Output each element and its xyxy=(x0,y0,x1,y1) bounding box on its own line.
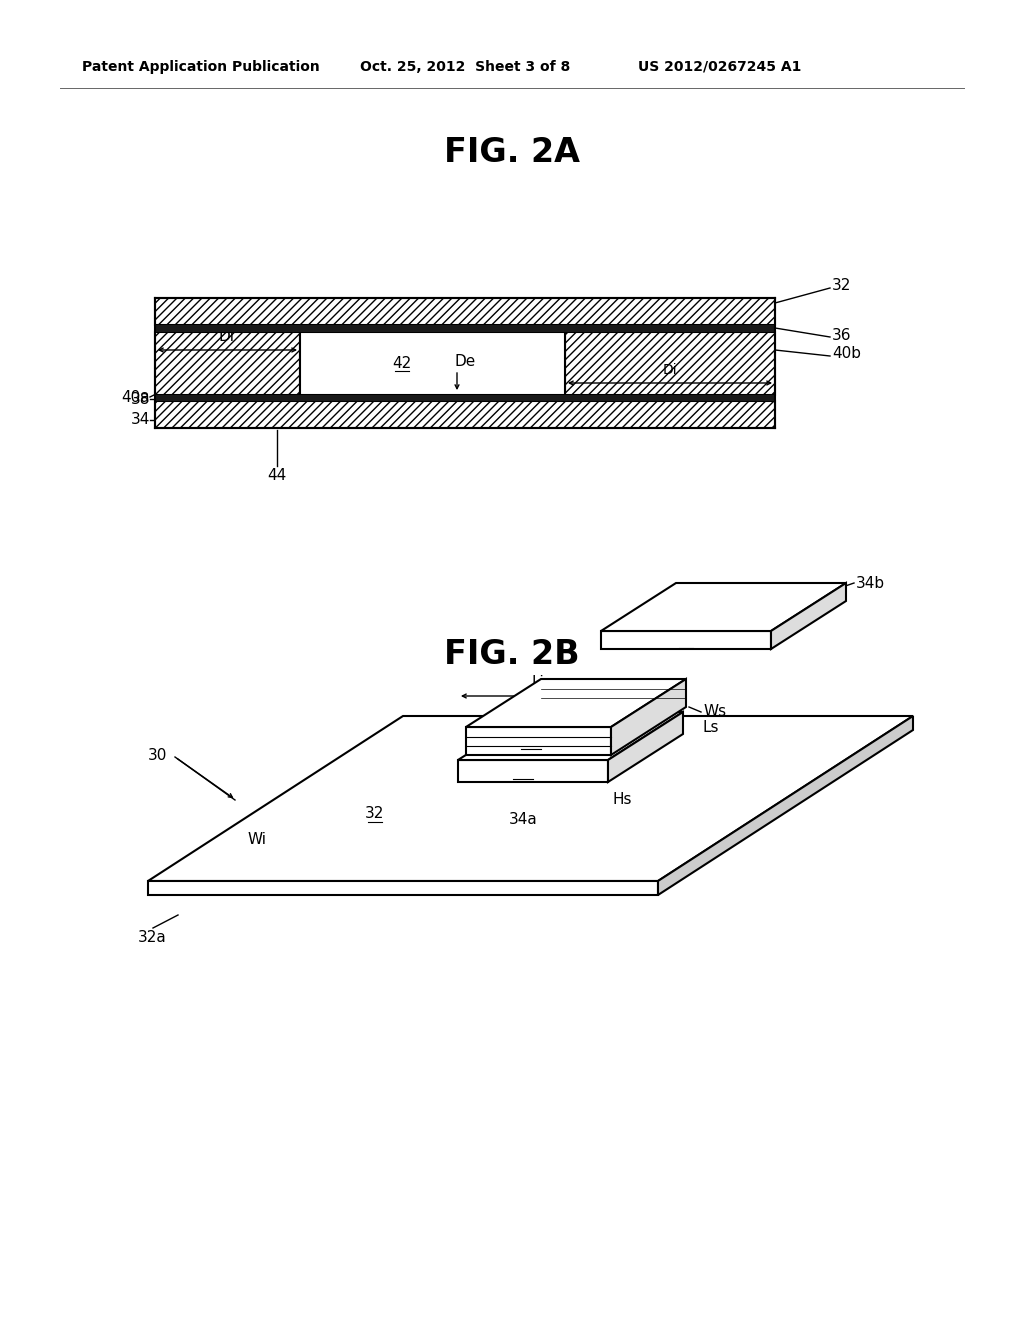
Bar xyxy=(300,333,565,395)
Bar xyxy=(155,333,300,395)
Text: Wi: Wi xyxy=(248,833,267,847)
Text: 34: 34 xyxy=(131,412,150,428)
Bar xyxy=(155,298,775,325)
Text: 40a: 40a xyxy=(122,389,150,404)
Text: Oct. 25, 2012  Sheet 3 of 8: Oct. 25, 2012 Sheet 3 of 8 xyxy=(360,59,570,74)
Text: Ls: Ls xyxy=(703,721,720,735)
Text: 32: 32 xyxy=(831,279,851,293)
Text: 44: 44 xyxy=(267,469,287,483)
Bar xyxy=(155,401,775,428)
Text: Hs: Hs xyxy=(613,792,633,807)
Polygon shape xyxy=(608,711,683,781)
Text: 36: 36 xyxy=(831,327,852,342)
Text: 40a: 40a xyxy=(509,763,538,779)
Text: 32b: 32b xyxy=(594,689,623,704)
Text: FIG. 2A: FIG. 2A xyxy=(444,136,580,169)
Text: 34a: 34a xyxy=(509,812,538,828)
Text: Li: Li xyxy=(531,675,545,690)
Text: 40b: 40b xyxy=(831,346,861,362)
Bar xyxy=(155,395,775,401)
Polygon shape xyxy=(458,711,683,760)
Bar xyxy=(565,333,775,395)
Text: De: De xyxy=(454,354,475,368)
Text: 32: 32 xyxy=(366,807,385,821)
Text: 34: 34 xyxy=(676,632,695,648)
Text: 32a: 32a xyxy=(138,931,167,945)
Text: 40b: 40b xyxy=(516,734,546,748)
Text: 34b: 34b xyxy=(856,576,885,590)
Polygon shape xyxy=(148,715,913,880)
Text: 30: 30 xyxy=(148,748,167,763)
Text: 42: 42 xyxy=(392,355,412,371)
Polygon shape xyxy=(771,583,846,649)
Text: Ws: Ws xyxy=(703,705,726,719)
Text: 38: 38 xyxy=(131,392,150,407)
Polygon shape xyxy=(466,678,686,727)
Text: FIG. 2B: FIG. 2B xyxy=(444,639,580,672)
Polygon shape xyxy=(611,678,686,755)
Polygon shape xyxy=(466,727,611,755)
Polygon shape xyxy=(658,715,913,895)
Polygon shape xyxy=(458,760,608,781)
Polygon shape xyxy=(601,631,771,649)
Text: Patent Application Publication: Patent Application Publication xyxy=(82,59,319,74)
Text: Di: Di xyxy=(219,329,234,345)
Text: US 2012/0267245 A1: US 2012/0267245 A1 xyxy=(638,59,802,74)
Text: Di: Di xyxy=(663,363,677,378)
Polygon shape xyxy=(148,880,658,895)
Bar xyxy=(155,325,775,333)
Polygon shape xyxy=(601,583,846,631)
